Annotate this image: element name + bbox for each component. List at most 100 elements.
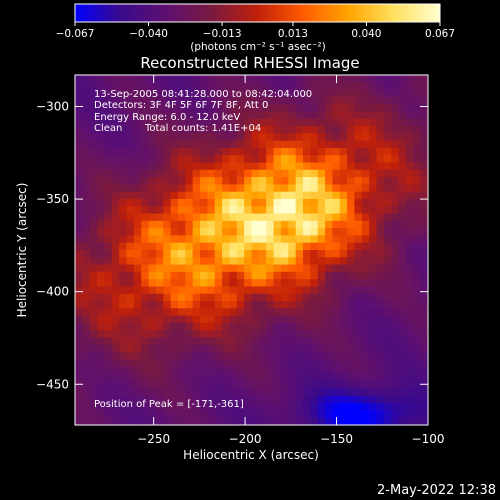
heatmap-cell	[420, 395, 429, 404]
heatmap-cell	[104, 352, 113, 360]
heatmap-cell	[214, 293, 223, 302]
heatmap-cell	[317, 410, 326, 419]
heatmap-cell	[354, 82, 363, 90]
heatmap-cell	[89, 111, 98, 120]
heatmap-cell	[148, 140, 157, 149]
heatmap-cell	[133, 264, 142, 273]
heatmap-cell	[369, 177, 377, 185]
heatmap-cell	[332, 140, 341, 149]
heatmap-cell	[177, 264, 186, 273]
heatmap-cell	[302, 89, 311, 98]
heatmap-cell	[361, 373, 370, 382]
heatmap-cell	[332, 89, 341, 98]
heatmap-cell	[302, 322, 311, 331]
heatmap-cell	[192, 352, 201, 360]
heatmap-cell	[405, 257, 414, 265]
heatmap-cell	[236, 140, 245, 149]
heatmap-cell	[104, 257, 113, 265]
heatmap-cell	[236, 198, 245, 207]
heatmap-cell	[391, 301, 399, 309]
heatmap-cell	[317, 133, 326, 142]
heatmap-cell	[170, 75, 179, 83]
heatmap-cell	[89, 315, 98, 324]
heatmap-cell	[339, 242, 348, 251]
heatmap-cell	[310, 220, 319, 229]
heatmap-cell	[104, 264, 113, 273]
heatmap-cell	[295, 315, 304, 324]
heatmap-cell	[347, 89, 355, 98]
heatmap-cell	[405, 344, 414, 353]
heatmap-cell	[148, 177, 157, 185]
heatmap-cell	[398, 155, 407, 163]
heatmap-cell	[75, 147, 83, 156]
heatmap-cell	[207, 381, 216, 389]
heatmap-cell	[141, 133, 149, 142]
heatmap-cell	[155, 169, 164, 178]
heatmap-cell	[405, 381, 414, 389]
heatmap-cell	[251, 322, 260, 331]
heatmap-cell	[236, 169, 245, 178]
heatmap-cell	[222, 213, 230, 222]
heatmap-cell	[89, 147, 98, 156]
heatmap-cell	[163, 228, 171, 236]
heatmap-cell	[185, 403, 194, 411]
heatmap-cell	[398, 337, 407, 346]
heatmap-cell	[236, 235, 245, 244]
heatmap-cell	[236, 279, 245, 287]
heatmap-cell	[236, 206, 245, 214]
heatmap-cell	[111, 177, 120, 185]
heatmap-cell	[258, 344, 267, 353]
heatmap-cell	[361, 155, 370, 163]
heatmap-cell	[236, 177, 245, 185]
heatmap-cell	[288, 388, 297, 397]
heatmap-cell	[369, 162, 377, 171]
heatmap-cell	[89, 235, 98, 244]
heatmap-cell	[75, 169, 83, 178]
heatmap-cell	[317, 301, 326, 309]
y-axis-ticks: −300−350−400−450	[36, 99, 428, 391]
heatmap-cell	[75, 133, 83, 142]
heatmap-cell	[163, 111, 171, 120]
heatmap-cell	[192, 147, 201, 156]
heatmap-cell	[148, 162, 157, 171]
heatmap-cell	[280, 235, 289, 244]
heatmap-cell	[339, 89, 348, 98]
heatmap-cell	[155, 147, 164, 156]
heatmap-cell	[192, 169, 201, 178]
heatmap-cell	[391, 373, 399, 382]
heatmap-cell	[148, 301, 157, 309]
heatmap-cell	[244, 330, 252, 338]
heatmap-cell	[302, 410, 311, 419]
heatmap-cell	[75, 257, 83, 265]
heatmap-cell	[347, 301, 355, 309]
heatmap-cell	[111, 359, 120, 368]
heatmap-cell	[288, 330, 297, 338]
heatmap-cell	[332, 155, 341, 163]
heatmap-cell	[207, 242, 216, 251]
heatmap-cell	[119, 75, 127, 83]
heatmap-cell	[420, 250, 429, 258]
heatmap-cell	[369, 271, 377, 280]
heatmap-cell	[391, 250, 399, 258]
heatmap-cell	[170, 264, 179, 273]
heatmap-cell	[185, 133, 194, 142]
heatmap-cell	[405, 403, 414, 411]
heatmap-cell	[222, 177, 230, 185]
heatmap-cell	[413, 220, 422, 229]
heatmap-cell	[405, 104, 414, 112]
heatmap-cell	[383, 330, 392, 338]
heatmap-cell	[302, 271, 311, 280]
heatmap-cell	[177, 96, 186, 105]
heatmap-cell	[317, 330, 326, 338]
heatmap-cell	[317, 279, 326, 287]
heatmap-cell	[97, 75, 105, 83]
heatmap-cell	[354, 264, 363, 273]
heatmap-cell	[163, 104, 171, 112]
heatmap-cell	[207, 191, 216, 200]
heatmap-cell	[376, 191, 385, 200]
heatmap-cell	[82, 104, 91, 112]
heatmap-cell	[244, 293, 252, 302]
heatmap-cell	[354, 381, 363, 389]
heatmap-cell	[302, 293, 311, 302]
heatmap-cell	[325, 133, 333, 142]
